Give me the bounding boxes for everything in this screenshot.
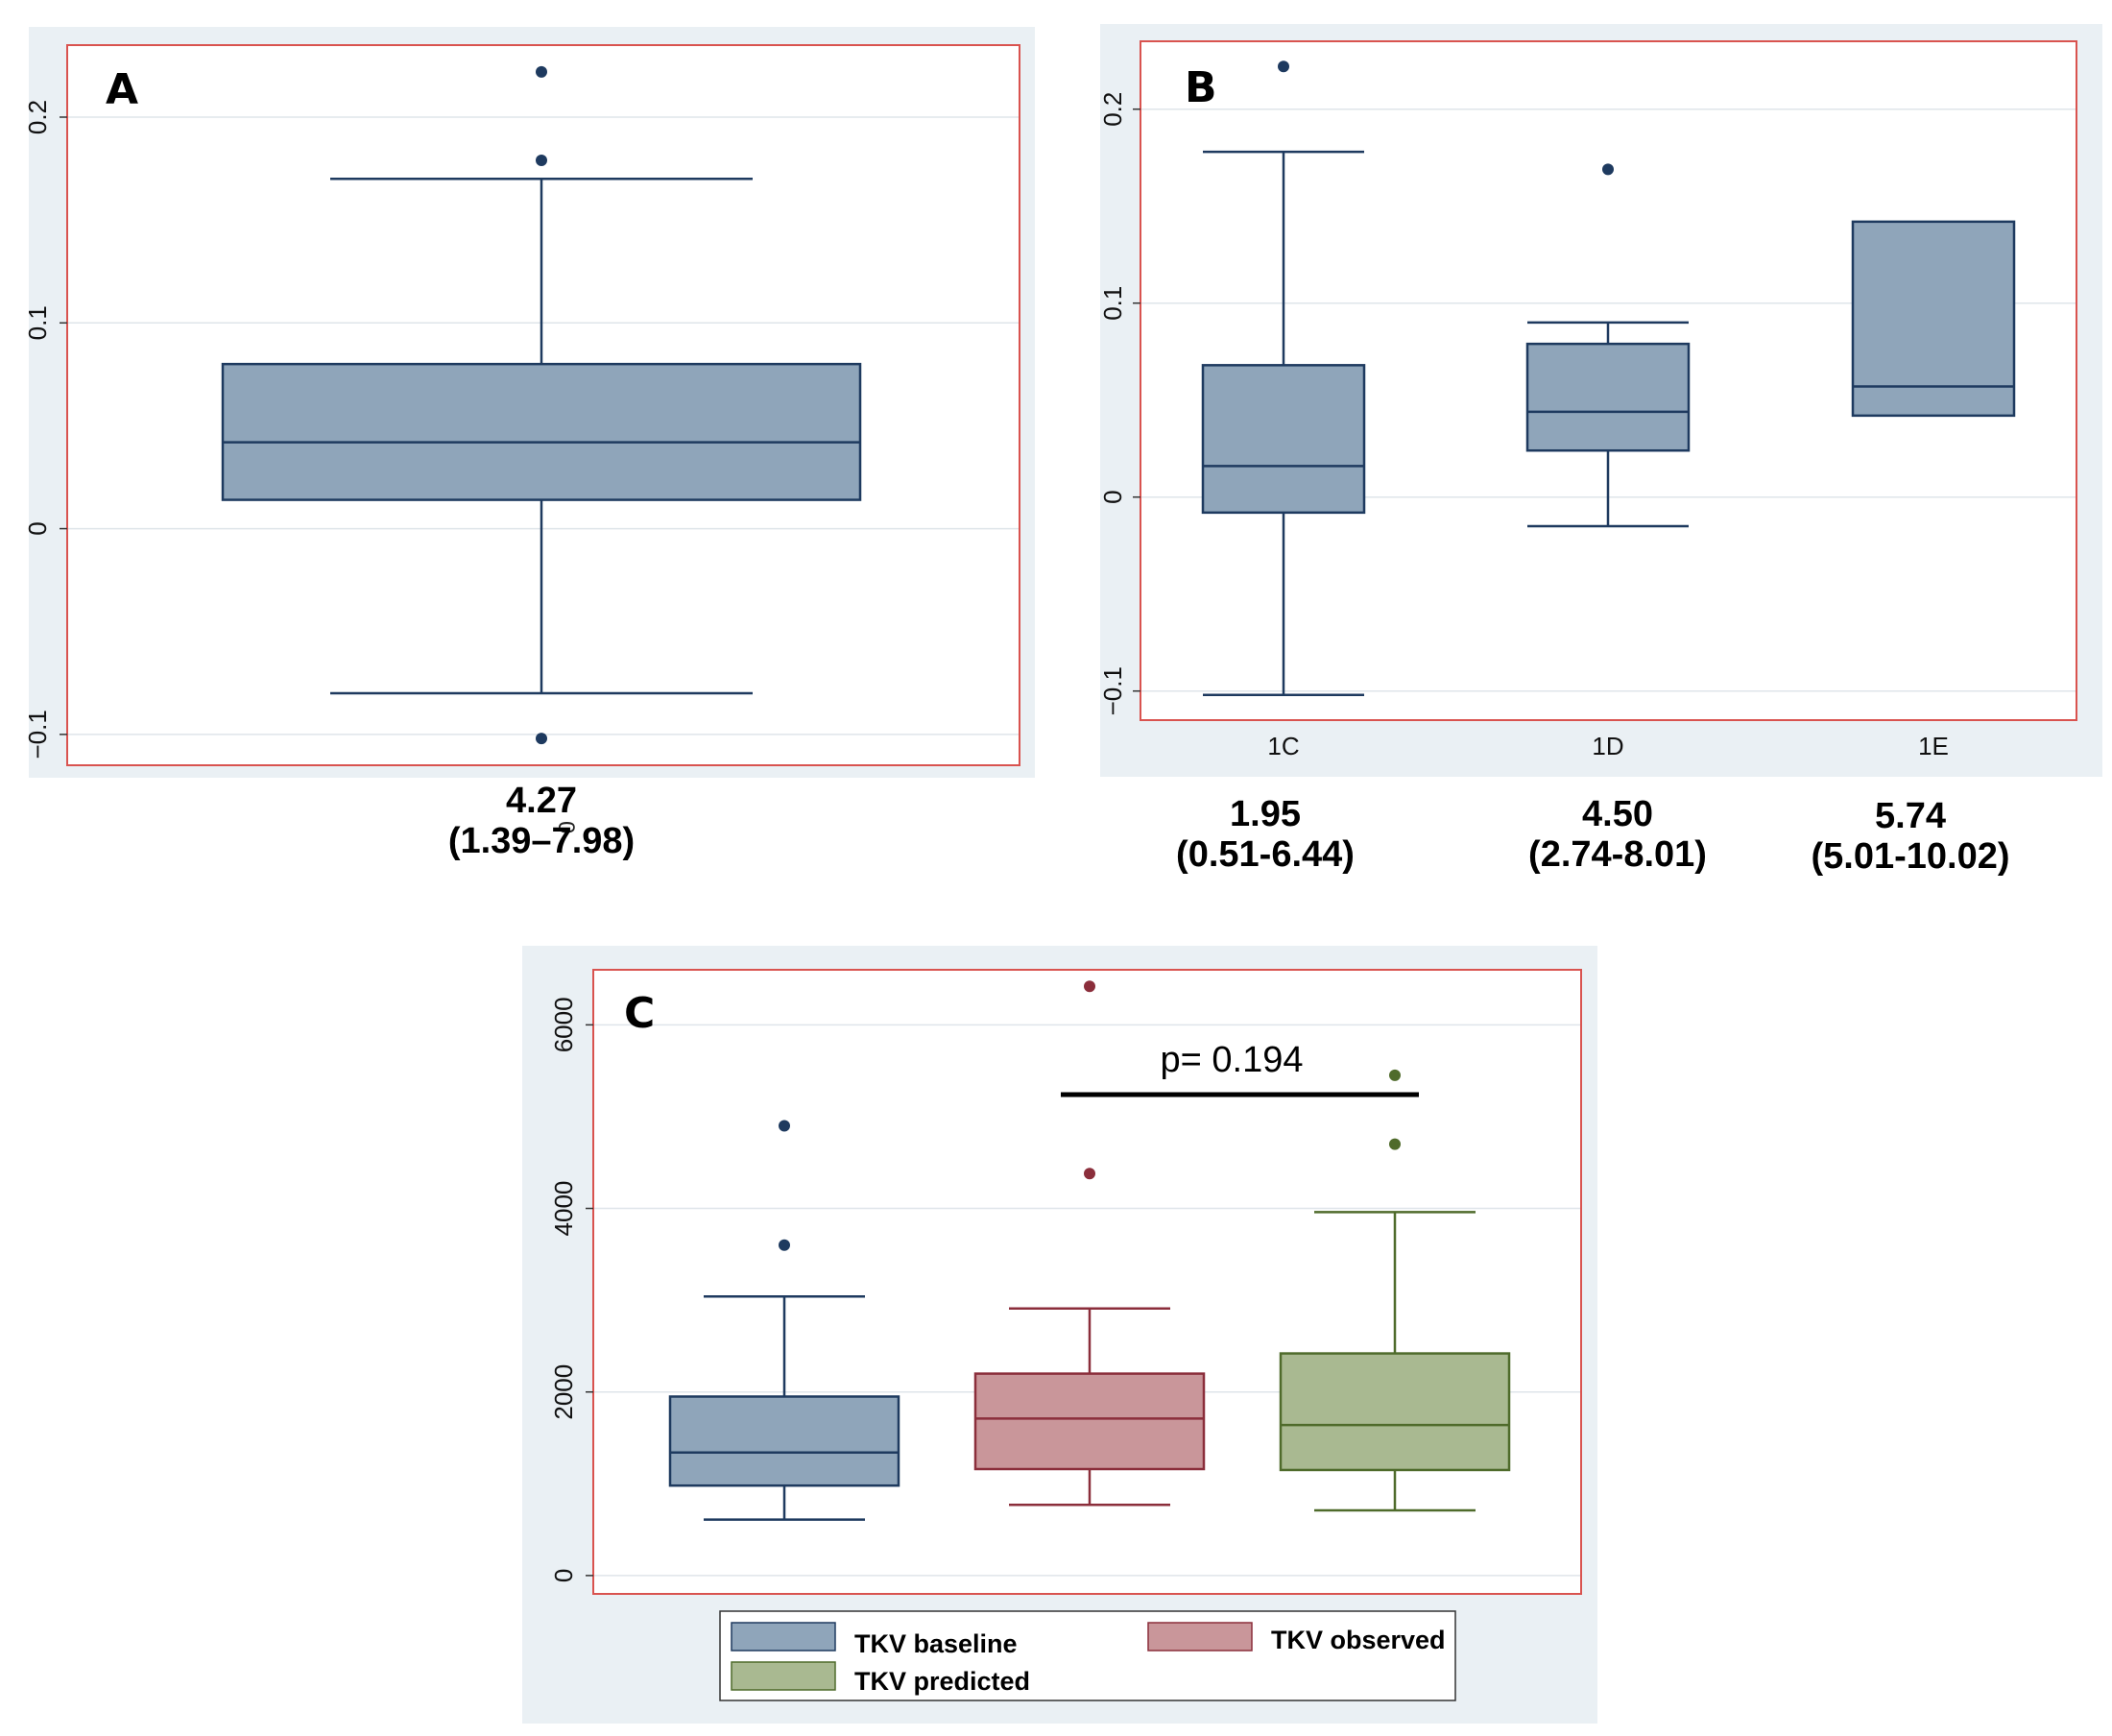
legend-label-baseline: TKV baseline: [854, 1629, 1018, 1658]
box-iqr: [1201, 364, 1366, 515]
legend-label-observed: TKV observed: [1271, 1626, 1446, 1654]
panel-b: −0.100.10.2 B 1C 1D 1E 1.95 (0.51-6.44) …: [1098, 24, 2102, 877]
box-iqr: [1851, 220, 2016, 418]
panel-b-stat-1c-range: (0.51-6.44): [1176, 834, 1355, 875]
outlier-point: [1084, 980, 1095, 993]
legend-swatch-observed: [1147, 1622, 1253, 1652]
y-tick-label: −0.1: [1098, 666, 1127, 715]
box-iqr: [1525, 342, 1691, 452]
box-group: [221, 65, 862, 745]
panel-c-boxes: [668, 980, 1511, 1521]
panel-b-stat-1e-value: 5.74: [1875, 796, 1946, 836]
legend-label-predicted: TKV predicted: [854, 1667, 1030, 1696]
outlier-point: [536, 155, 547, 166]
panel-b-stat-1e-range: (5.01-10.02): [1811, 836, 2009, 877]
outlier-point: [779, 1239, 790, 1251]
box-iqr: [1279, 1352, 1511, 1472]
panel-a-y-axis: −0.1 0 0.1 0.2: [23, 100, 67, 760]
panel-a-letter: A: [106, 65, 138, 114]
box-iqr: [668, 1395, 900, 1487]
panel-b-xtick-1d: 1D: [1592, 732, 1623, 760]
box-group: [668, 1120, 900, 1521]
box-iqr: [973, 1372, 1206, 1471]
y-tick-label: 0: [1098, 490, 1127, 503]
legend-swatch-baseline: [731, 1622, 836, 1652]
y-tick-label: −0.1: [23, 710, 52, 759]
panel-b-stat-1d-range: (2.74-8.01): [1528, 834, 1707, 875]
panel-b-xtick-1c: 1C: [1267, 732, 1299, 760]
p-value-label: p= 0.194: [1161, 1040, 1304, 1080]
outlier-point: [1389, 1069, 1401, 1081]
y-tick-label: 0.2: [1098, 92, 1127, 127]
panel-a-small-mark: 0: [553, 821, 579, 833]
panel-b-xtick-1e: 1E: [1918, 732, 1949, 760]
outlier-point: [1278, 60, 1289, 73]
panel-a-stat-value: 4.27: [506, 781, 577, 821]
legend-swatch-predicted: [731, 1661, 836, 1691]
panel-a-stat-range: (1.39–7.98): [448, 821, 635, 861]
panel-b-stat-1c-value: 1.95: [1230, 794, 1301, 834]
y-tick-label: 0.1: [1098, 286, 1127, 321]
outlier-point: [536, 65, 547, 78]
y-tick-label: 0: [549, 1569, 578, 1582]
y-tick-label: 2000: [549, 1364, 578, 1420]
box-iqr: [221, 362, 862, 501]
box-group: [1279, 1069, 1511, 1512]
panel-c-y-axis: 0 2000 4000 6000: [549, 997, 593, 1582]
panel-b-y-axis: −0.1 0 0.1 0.2: [1098, 92, 1140, 715]
panel-a: −0.1 0 0.1 0.2 A 0 4.27 (1.39–7.98): [23, 27, 1035, 861]
outlier-point: [1602, 163, 1614, 176]
outlier-point: [1084, 1168, 1095, 1180]
panel-b-boxes: [1201, 60, 2016, 696]
y-tick-label: 4000: [549, 1181, 578, 1237]
y-tick-label: 6000: [549, 997, 578, 1052]
y-tick-label: 0.1: [23, 305, 52, 340]
box-group: [973, 980, 1206, 1507]
outlier-point: [1389, 1138, 1401, 1150]
box-group: [1525, 163, 1691, 528]
box-group: [1201, 60, 1366, 696]
box-group: [1851, 220, 2016, 418]
panel-c-letter: C: [624, 989, 655, 1038]
outlier-point: [779, 1120, 790, 1132]
panel-b-letter: B: [1185, 63, 1217, 112]
panel-c-plot-area: [592, 969, 1582, 1595]
panel-c: 0 2000 4000 6000 C p= 0.194 TKV baseline TK…: [522, 946, 1597, 1724]
panel-b-stat-1d-value: 4.50: [1582, 794, 1653, 834]
y-tick-label: 0: [23, 521, 52, 535]
panel-a-boxes: [221, 65, 862, 745]
outlier-point: [536, 733, 547, 745]
legend: [719, 1610, 1456, 1701]
y-tick-label: 0.2: [23, 100, 52, 134]
